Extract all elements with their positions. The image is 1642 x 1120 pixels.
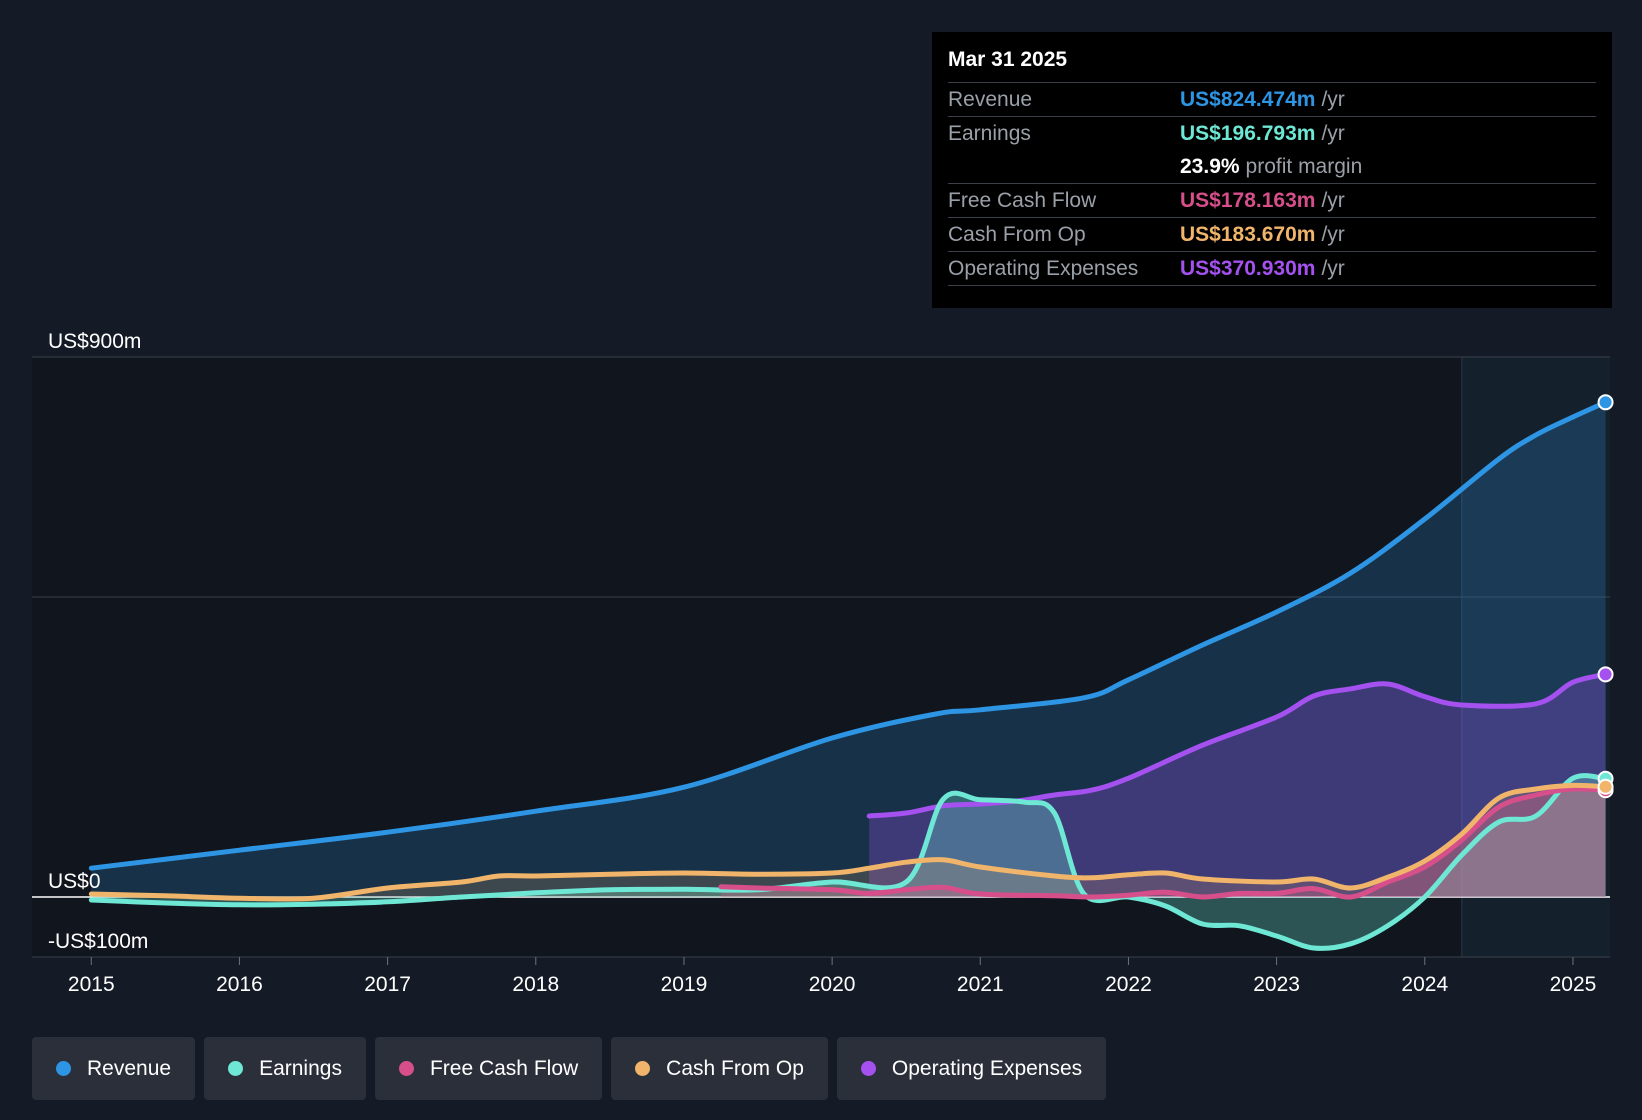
- y-tick-label: US$900m: [48, 330, 141, 353]
- tooltip-unit: /yr: [1321, 87, 1345, 111]
- tooltip-date: Mar 31 2025: [948, 46, 1596, 83]
- tooltip-label: Cash From Op: [948, 222, 1086, 246]
- legend: Revenue Earnings Free Cash Flow Cash Fro…: [32, 1037, 1115, 1100]
- series-endpoint-revenue: [1597, 394, 1614, 411]
- tooltip-label: Operating Expenses: [948, 256, 1139, 280]
- legend-dot-icon: [860, 1061, 876, 1076]
- x-tick-label: 2020: [809, 973, 856, 996]
- legend-item-cash-from-op[interactable]: Cash From Op: [611, 1037, 828, 1100]
- tooltip-unit: /yr: [1321, 222, 1345, 246]
- x-tick-label: 2017: [364, 973, 411, 996]
- legend-label: Revenue: [87, 1056, 172, 1080]
- series-line-revenue: [88, 399, 1609, 871]
- tooltip-row-operating-expenses: Operating Expenses US$370.930m /yr: [948, 252, 1596, 286]
- tooltip-unit: /yr: [1321, 121, 1345, 145]
- legend-dot-icon: [228, 1061, 244, 1076]
- tooltip-value: US$196.793m: [1180, 121, 1316, 145]
- tooltip-row-free-cash-flow: Free Cash Flow US$178.163m /yr: [948, 184, 1596, 218]
- legend-dot-icon: [635, 1061, 651, 1076]
- x-tick-label: 2016: [216, 973, 263, 996]
- y-tick-label: US$0: [48, 870, 101, 893]
- chart-plot-background: [32, 357, 1610, 957]
- x-tick-label: 2022: [1105, 973, 1152, 996]
- legend-item-free-cash-flow[interactable]: Free Cash Flow: [374, 1037, 603, 1100]
- x-tick-label: 2021: [957, 973, 1004, 996]
- tooltip-value: US$178.163m: [1180, 188, 1316, 212]
- tooltip-value: US$824.474m: [1180, 87, 1316, 111]
- x-tick-label: 2015: [68, 973, 115, 996]
- series-lines: [88, 399, 1609, 951]
- tooltip-label: Revenue: [948, 87, 1033, 111]
- tooltip-unit: /yr: [1321, 256, 1345, 280]
- legend-dot-icon: [398, 1061, 414, 1076]
- tooltip-value: 23.9%: [1180, 154, 1240, 178]
- forecast-shade: [1461, 357, 1610, 957]
- y-tick-label: -US$100m: [48, 930, 148, 953]
- x-tick-label: 2018: [512, 973, 559, 996]
- y-axis-labels: US$900m US$0 -US$100m: [48, 330, 148, 953]
- series-area-operating-expenses: [869, 674, 1606, 897]
- x-axis: 2015 2016 2017 2018 2019 2020 2021 2022 2023 2024…: [68, 957, 1596, 996]
- x-tick-label: 2023: [1253, 973, 1300, 996]
- x-tick-label: 2025: [1550, 973, 1597, 996]
- legend-item-operating-expenses[interactable]: Operating Expenses: [836, 1037, 1107, 1100]
- tooltip-unit: profit margin: [1245, 154, 1363, 178]
- tooltip-row-profit-margin: 23.9% profit margin: [948, 150, 1596, 184]
- series-line-free-cash-flow: [718, 786, 1609, 900]
- x-tick-label: 2024: [1401, 973, 1448, 996]
- x-tick-label: 2019: [661, 973, 708, 996]
- legend-item-earnings[interactable]: Earnings: [204, 1037, 366, 1100]
- series-area-earnings: [91, 775, 1606, 949]
- legend-label: Free Cash Flow: [429, 1056, 579, 1080]
- series-endpoint-operating-expenses: [1597, 666, 1614, 683]
- tooltip-value: US$183.670m: [1180, 222, 1316, 246]
- tooltip-row-earnings: Earnings US$196.793m /yr: [948, 117, 1596, 150]
- legend-label: Operating Expenses: [891, 1056, 1083, 1080]
- series-endpoint-cash-from-op: [1597, 778, 1614, 795]
- tooltip-row-cash-from-op: Cash From Op US$183.670m /yr: [948, 218, 1596, 252]
- legend-label: Cash From Op: [666, 1056, 804, 1080]
- series-area-revenue: [91, 402, 1606, 897]
- legend-item-revenue[interactable]: Revenue: [32, 1037, 196, 1100]
- legend-label: Earnings: [259, 1056, 342, 1080]
- tooltip-value: US$370.930m: [1180, 256, 1316, 280]
- series-line-operating-expenses: [866, 671, 1609, 819]
- tooltip-label: Earnings: [948, 121, 1031, 145]
- series-line-cash-from-op: [88, 782, 1609, 902]
- tooltip-panel: Mar 31 2025 Revenue US$824.474m /yr Earn…: [932, 32, 1612, 308]
- tooltip-unit: /yr: [1321, 188, 1345, 212]
- series-line-earnings: [88, 773, 1609, 951]
- series-area-cash-from-op: [91, 785, 1606, 900]
- tooltip-label: Free Cash Flow: [948, 188, 1097, 212]
- tooltip-row-revenue: Revenue US$824.474m /yr: [948, 83, 1596, 117]
- series-endpoints: [1597, 394, 1614, 799]
- legend-dot-icon: [56, 1061, 71, 1076]
